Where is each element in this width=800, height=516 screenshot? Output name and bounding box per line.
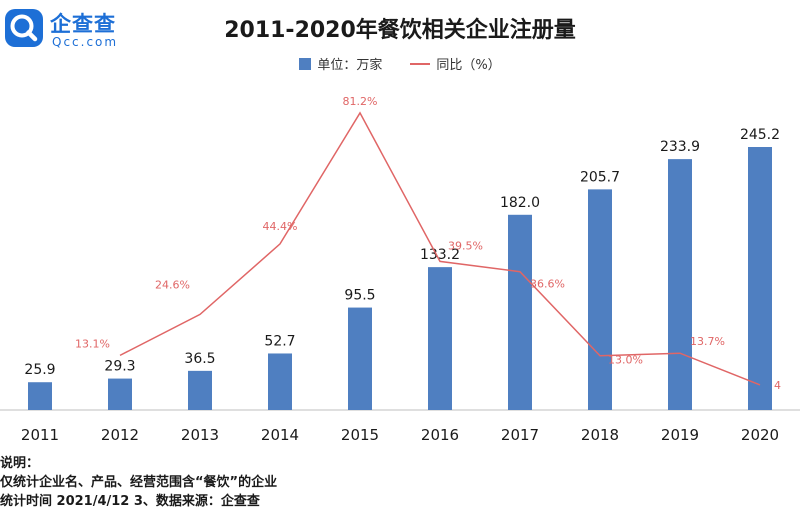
x-tick-label: 2020 <box>741 426 779 444</box>
legend-line-swatch <box>410 62 431 65</box>
rate-label: 13.0% <box>608 354 643 367</box>
logo-domain: Qcc.com <box>52 35 119 49</box>
x-tick-label: 2014 <box>261 426 299 444</box>
bar-value-label: 233.9 <box>660 139 700 155</box>
chart-legend: 单位：万家 同比（%） <box>0 54 800 73</box>
bar-value-label: 133.2 <box>420 247 460 263</box>
bar-value-label: 52.7 <box>264 333 295 349</box>
growth-rate-line <box>119 111 761 386</box>
rate-label: 24.6% <box>155 278 190 291</box>
bar-value-label: 95.5 <box>344 288 375 304</box>
rate-label: 44.4% <box>263 220 298 233</box>
legend-line-label: 同比（%） <box>436 58 501 73</box>
bar <box>188 370 212 410</box>
note-heading: 说明： <box>0 456 40 471</box>
x-tick-label: 2012 <box>101 426 139 444</box>
x-tick-label: 2011 <box>21 426 59 444</box>
bar <box>428 267 452 410</box>
bar-value-label: 182.0 <box>500 195 540 211</box>
rate-label: 39.5% <box>448 239 483 252</box>
bar <box>588 189 612 410</box>
bar <box>748 147 772 410</box>
bar <box>268 353 292 410</box>
rate-label: 13.7% <box>690 335 725 348</box>
x-tick-label: 2013 <box>181 426 219 444</box>
brand-logo: 企查查 Qcc.com <box>4 6 140 52</box>
legend-bar-swatch <box>299 57 312 70</box>
x-tick-label: 2017 <box>501 426 539 444</box>
x-tick-label: 2019 <box>661 426 699 444</box>
note-scope: 仅统计企业名、产品、经营范围含“餐饮”的企业 <box>0 475 278 490</box>
note-date-source: 统计时间 2021/4/12 3、数据来源：企查查 <box>0 494 260 509</box>
chart-title: 2011-2020年餐饮相关企业注册量 <box>224 18 576 43</box>
legend-item-bars: 单位：万家 <box>299 54 382 73</box>
x-tick-label: 2018 <box>581 426 619 444</box>
x-tick-label: 2015 <box>341 426 379 444</box>
bar <box>508 214 532 410</box>
bar-value-label: 36.5 <box>184 351 215 367</box>
legend-item-line: 同比（%） <box>410 54 501 73</box>
chart-notes: 说明： 仅统计企业名、产品、经营范围含“餐饮”的企业 统计时间 2021/4/1… <box>0 454 277 511</box>
bar-value-label: 25.9 <box>24 362 55 378</box>
rate-label: 81.2% <box>343 95 378 108</box>
x-tick-label: 2016 <box>421 426 459 444</box>
rate-label: 13.1% <box>75 337 110 350</box>
rate-label: 36.6% <box>530 278 565 291</box>
legend-bar-label: 单位：万家 <box>317 58 383 73</box>
bar <box>668 159 692 410</box>
bar-value-label: 245.2 <box>740 127 780 143</box>
bar <box>348 307 372 410</box>
logo-text: 企查查 <box>50 12 116 36</box>
qcc-logo-icon <box>5 9 43 47</box>
chart-canvas: 25.9 2011 29.3 2012 36.5 2013 52.7 2014 95.5 2015… <box>0 95 800 444</box>
bar <box>28 382 52 410</box>
bar <box>108 378 132 410</box>
bar-value-label: 29.3 <box>104 359 135 375</box>
bar-value-label: 205.7 <box>580 169 620 185</box>
rate-label: 4 <box>774 379 781 392</box>
